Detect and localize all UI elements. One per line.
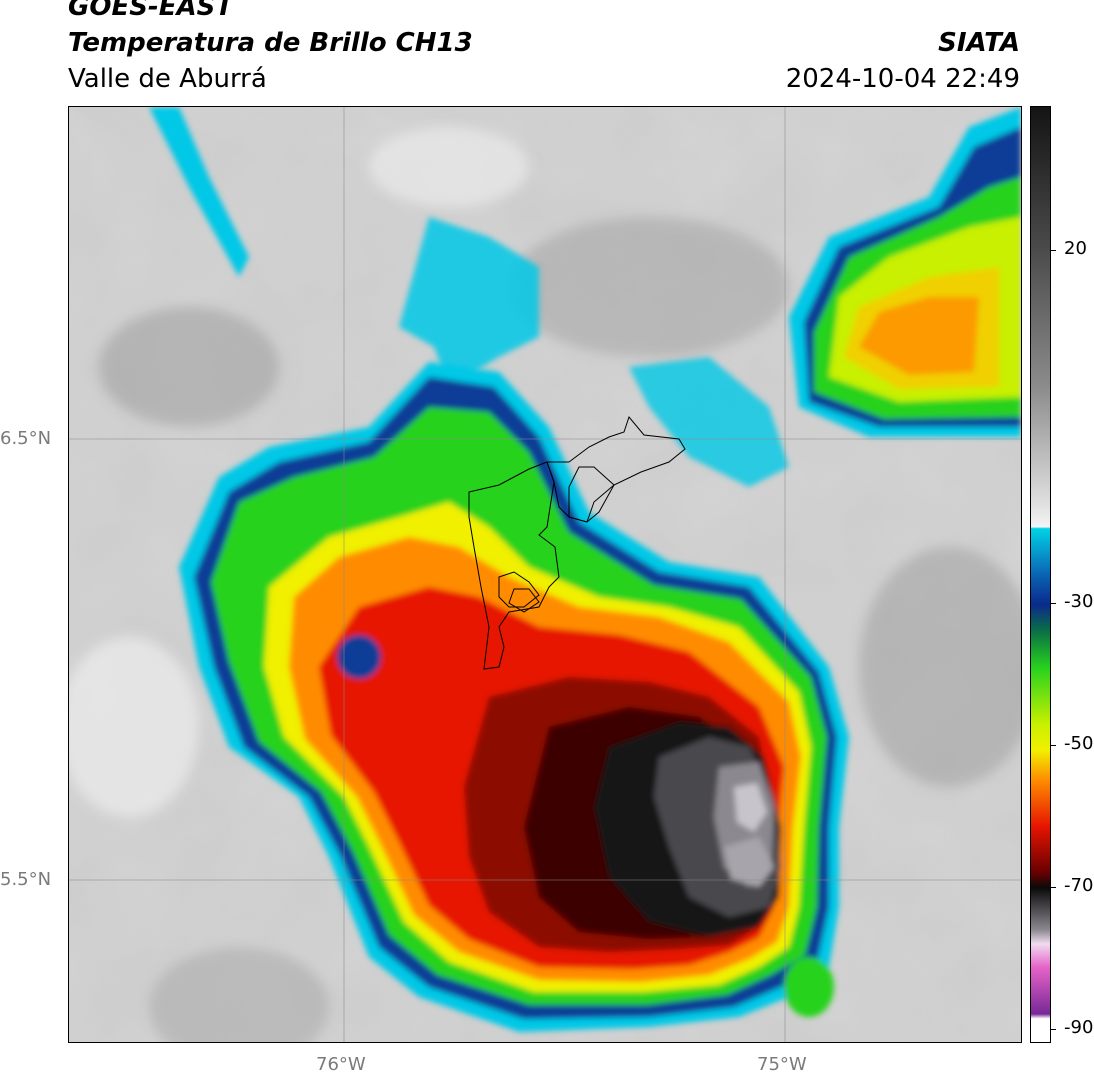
colorbar-label: -30 (1064, 591, 1094, 612)
colorbar-tick (1050, 745, 1056, 746)
colorbar-tick (1050, 1029, 1056, 1030)
region-title: Valle de Aburrá (68, 64, 267, 94)
colorbar-tick (1050, 603, 1056, 604)
colorbar-tick (1050, 887, 1056, 888)
satellite-title: GOES-EAST (68, 0, 234, 22)
lat-label-5-5: 5.5°N (0, 869, 52, 890)
timestamp-label: 2024-10-04 22:49 (785, 64, 1020, 94)
satellite-map[interactable] (68, 106, 1022, 1043)
convective-storm (179, 362, 849, 1032)
colorbar (1030, 106, 1051, 1043)
aburra-valley-boundaries (468, 415, 686, 670)
north-east-cloud (149, 107, 1021, 487)
product-title: Temperatura de Brillo CH13 (68, 28, 473, 58)
colorbar-label: 20 (1064, 238, 1087, 259)
colorbar-label: -50 (1064, 733, 1094, 754)
colorbar-label: -90 (1064, 1017, 1094, 1038)
lon-label-76w: 76°W (316, 1054, 366, 1075)
colorbar-label: -70 (1064, 875, 1094, 896)
colorbar-tick (1050, 250, 1056, 251)
agency-label: SIATA (938, 28, 1020, 58)
graticule (69, 107, 1021, 1042)
lat-label-6-5: 6.5°N (0, 428, 52, 449)
lon-label-75w: 75°W (757, 1054, 807, 1075)
